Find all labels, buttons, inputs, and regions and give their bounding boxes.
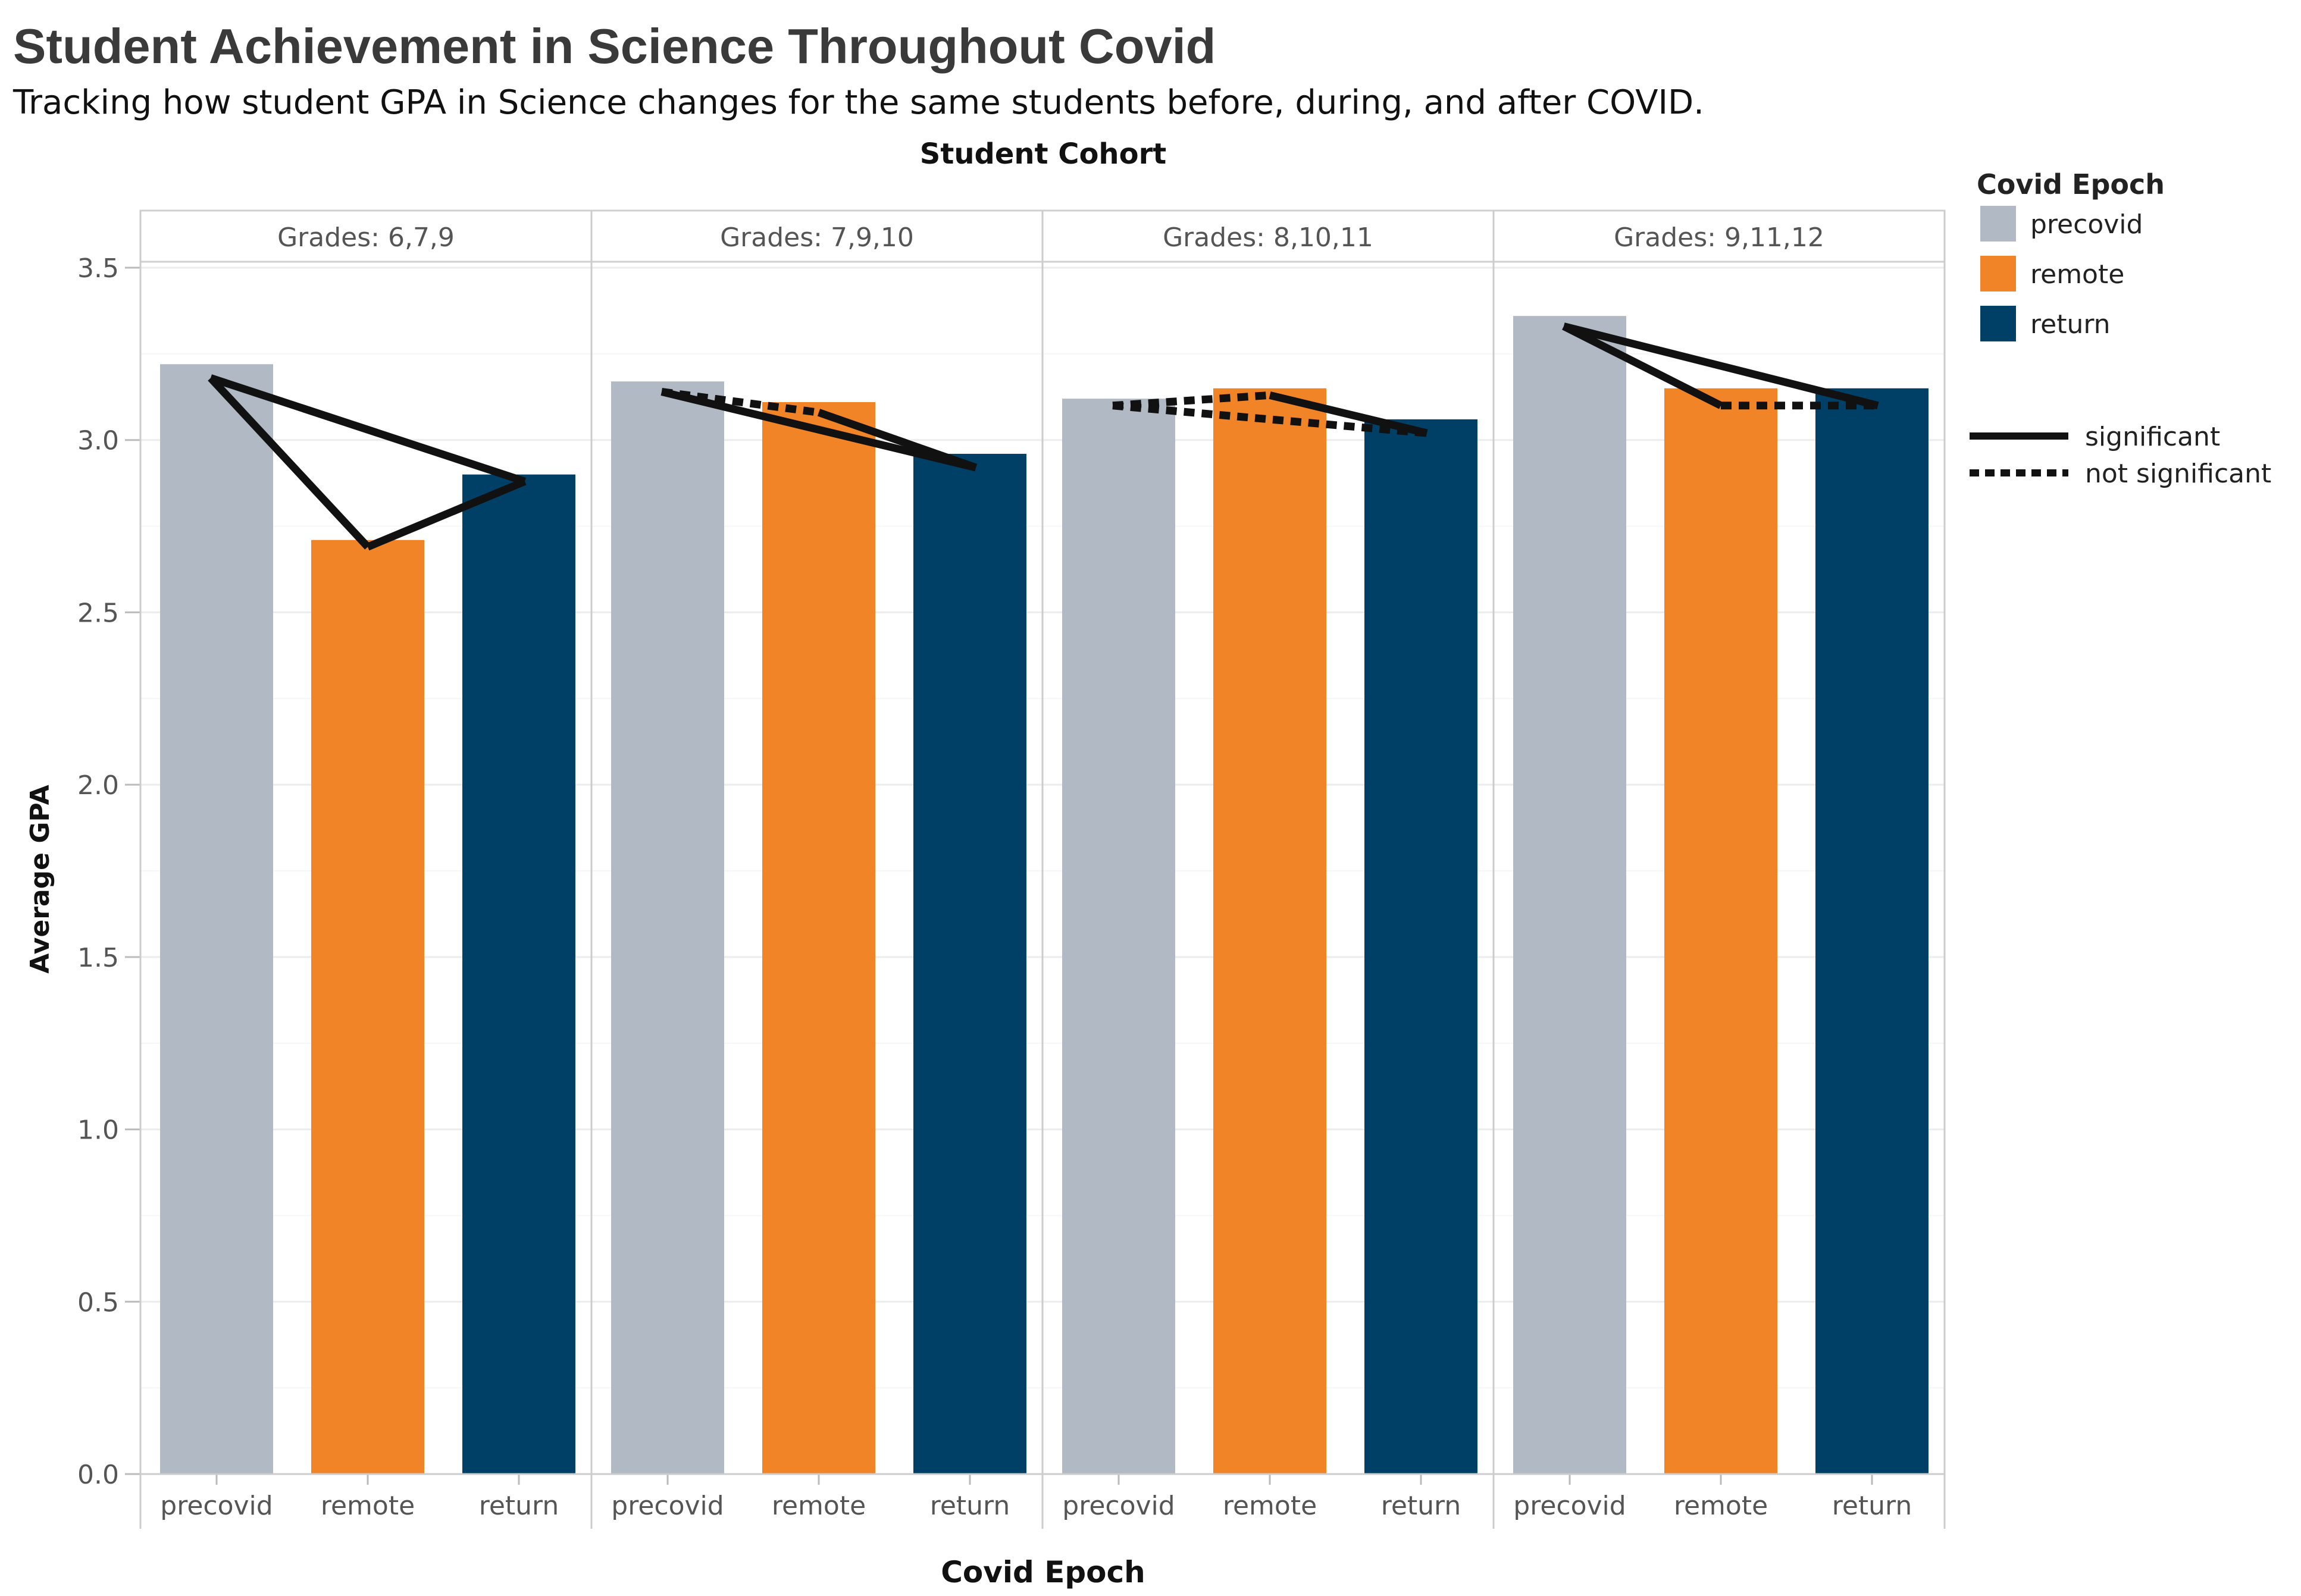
legend: Covid Epoch precovid remote return significa… [1970,168,2271,489]
legend-swatch-remote [1980,256,2016,291]
bar-precovid [1513,316,1626,1474]
facet-panel: Grades: 6,7,9 precovid remote return [139,209,593,1529]
x-tick-label: return [1381,1491,1461,1521]
x-tick-label: return [479,1491,559,1521]
x-tick-label: return [1832,1491,1912,1521]
x-tick-label: precovid [160,1491,273,1521]
y-axis-label: Average GPA [25,785,55,973]
facet-strip [590,209,1044,263]
bar-remote [762,402,875,1474]
y-tick-label: 1.5 [77,943,119,973]
y-tick-label: 3.0 [77,426,119,456]
x-tick-label: remote [772,1491,866,1521]
facet-strip-label: Grades: 7,9,10 [720,222,914,253]
bar-return [1815,388,1929,1474]
facet-panel: Grades: 8,10,11 precovid remote return [1041,209,1495,1529]
significance-line-solid [209,374,527,485]
facet-strip [1041,209,1495,263]
legend-label: not significant [2085,459,2271,489]
y-tick-label: 2.5 [77,598,119,628]
facet-strip-label: Grades: 6,7,9 [277,222,455,253]
y-tick-label: 2.0 [77,770,119,801]
bar-precovid [611,381,724,1474]
significance-line-solid [1563,322,1879,410]
legend-label: precovid [2030,209,2143,240]
significance-line-solid [366,478,527,551]
bar-remote [1664,388,1777,1474]
bar-remote [1213,388,1326,1474]
x-tick-label: remote [321,1491,415,1521]
bar-return [913,453,1026,1475]
significance-line-solid [660,388,977,472]
legend-label: return [2030,309,2111,340]
x-tick-label: remote [1674,1491,1768,1521]
chart-subtitle: Tracking how student GPA in Science chan… [13,83,1704,122]
facet-title: Student Cohort [920,137,1166,171]
legend-label: significant [2085,422,2220,452]
bar-return [1364,419,1477,1475]
x-tick-label: precovid [1062,1491,1175,1521]
bar-precovid [160,364,273,1474]
x-tick-label: precovid [1513,1491,1626,1521]
x-axis-label: Covid Epoch [941,1555,1145,1589]
significance-line-solid [208,375,371,550]
bar-remote [311,540,424,1475]
y-axis-ticks: 0.0 0.5 1.0 1.5 2.0 2.5 3.0 3.5 [77,253,142,1490]
legend-swatch-precovid [1980,206,2016,242]
chart-title: Student Achievement in Science Throughou… [13,18,1216,74]
significance-line-solid [1562,322,1723,409]
facet-strip-label: Grades: 9,11,12 [1614,222,1824,253]
facet-panel: Grades: 7,9,10 precovid remote return [590,209,1044,1529]
bar-precovid [1062,399,1175,1474]
x-tick-label: return [930,1491,1010,1521]
y-tick-label: 1.0 [77,1115,119,1146]
x-tick-label: precovid [611,1491,724,1521]
bar-return [462,474,575,1474]
legend-title: Covid Epoch [1977,168,2165,200]
significance-line-solid [1269,391,1428,437]
legend-label: remote [2030,259,2124,290]
y-tick-label: 3.5 [77,253,119,284]
facet-panel: Grades: 9,11,12 precovid remote return [1492,209,1946,1529]
y-tick-label: 0.5 [77,1287,119,1318]
facet-strip [1492,209,1946,263]
facet-strip-label: Grades: 8,10,11 [1163,222,1373,253]
x-tick-label: remote [1223,1491,1317,1521]
y-tick-label: 0.0 [77,1460,119,1490]
significance-line-dotted [1112,391,1270,410]
legend-swatch-return [1980,306,2016,341]
